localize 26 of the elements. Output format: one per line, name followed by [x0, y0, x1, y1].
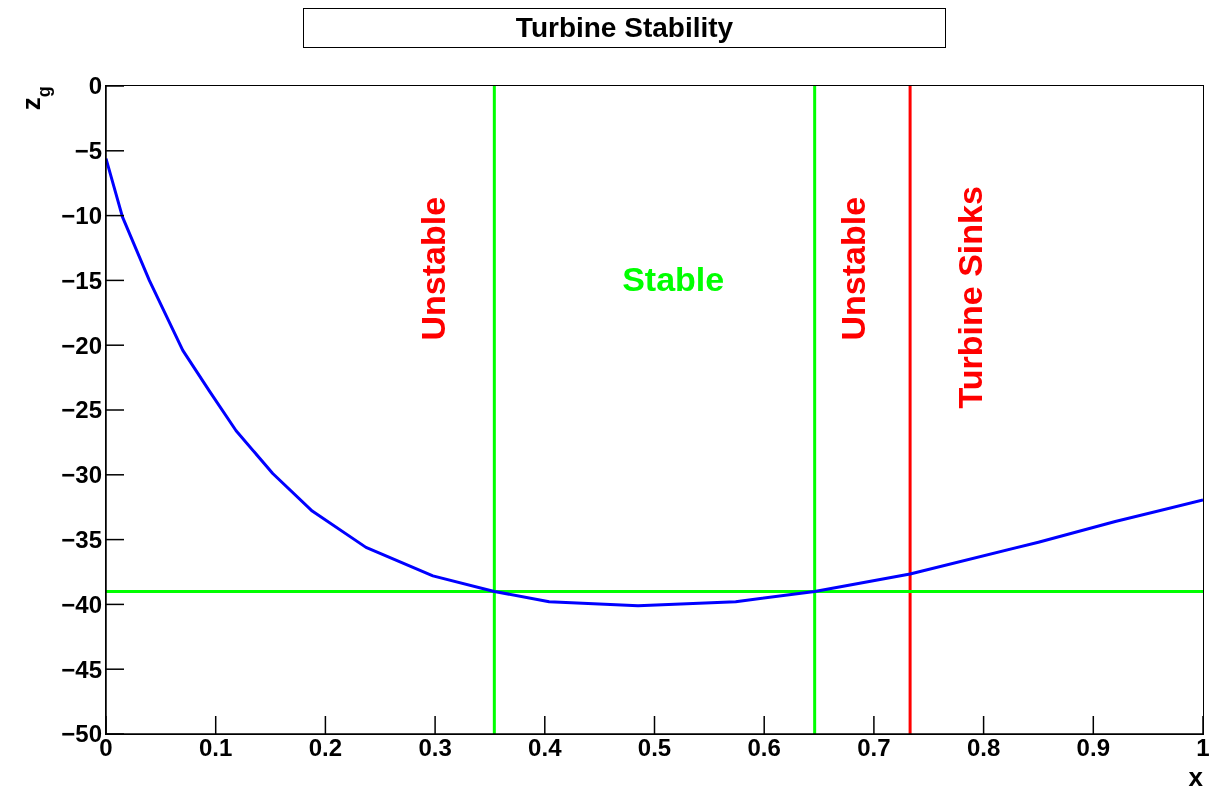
- x-tick-label: 0.7: [857, 734, 891, 761]
- annotation: Turbine Sinks: [951, 186, 990, 409]
- x-tick-label: 0.2: [308, 734, 343, 761]
- y-tick-label: −35: [61, 526, 102, 553]
- x-tick-label: 0.8: [966, 734, 1001, 761]
- x-tick-label: 0.1: [199, 734, 233, 761]
- x-tick-label: 1: [1196, 734, 1210, 761]
- x-tick-label: 0.3: [418, 734, 452, 761]
- y-tick-label: −45: [61, 655, 102, 683]
- y-tick-label: −15: [61, 266, 102, 294]
- x-tick-label: 0.5: [637, 734, 672, 761]
- annotation: Unstable: [413, 196, 452, 341]
- y-tick-label: −10: [61, 202, 102, 229]
- x-tick-label: 0.4: [528, 734, 563, 761]
- y-tick-label: −20: [61, 331, 102, 359]
- x-axis-title: x: [1188, 762, 1204, 792]
- annotation: Stable: [622, 260, 725, 299]
- y-tick-label: −30: [61, 461, 102, 489]
- y-tick-label: −25: [61, 396, 102, 424]
- y-tick-label: 0: [88, 72, 102, 100]
- x-tick-label: 0.9: [1076, 734, 1110, 761]
- x-tick-label: 0.6: [747, 734, 781, 761]
- annotation: Unstable: [834, 196, 873, 341]
- y-tick-label: −40: [61, 590, 102, 618]
- y-tick-label: −5: [74, 137, 102, 165]
- chart-title: Turbine Stability: [303, 8, 946, 48]
